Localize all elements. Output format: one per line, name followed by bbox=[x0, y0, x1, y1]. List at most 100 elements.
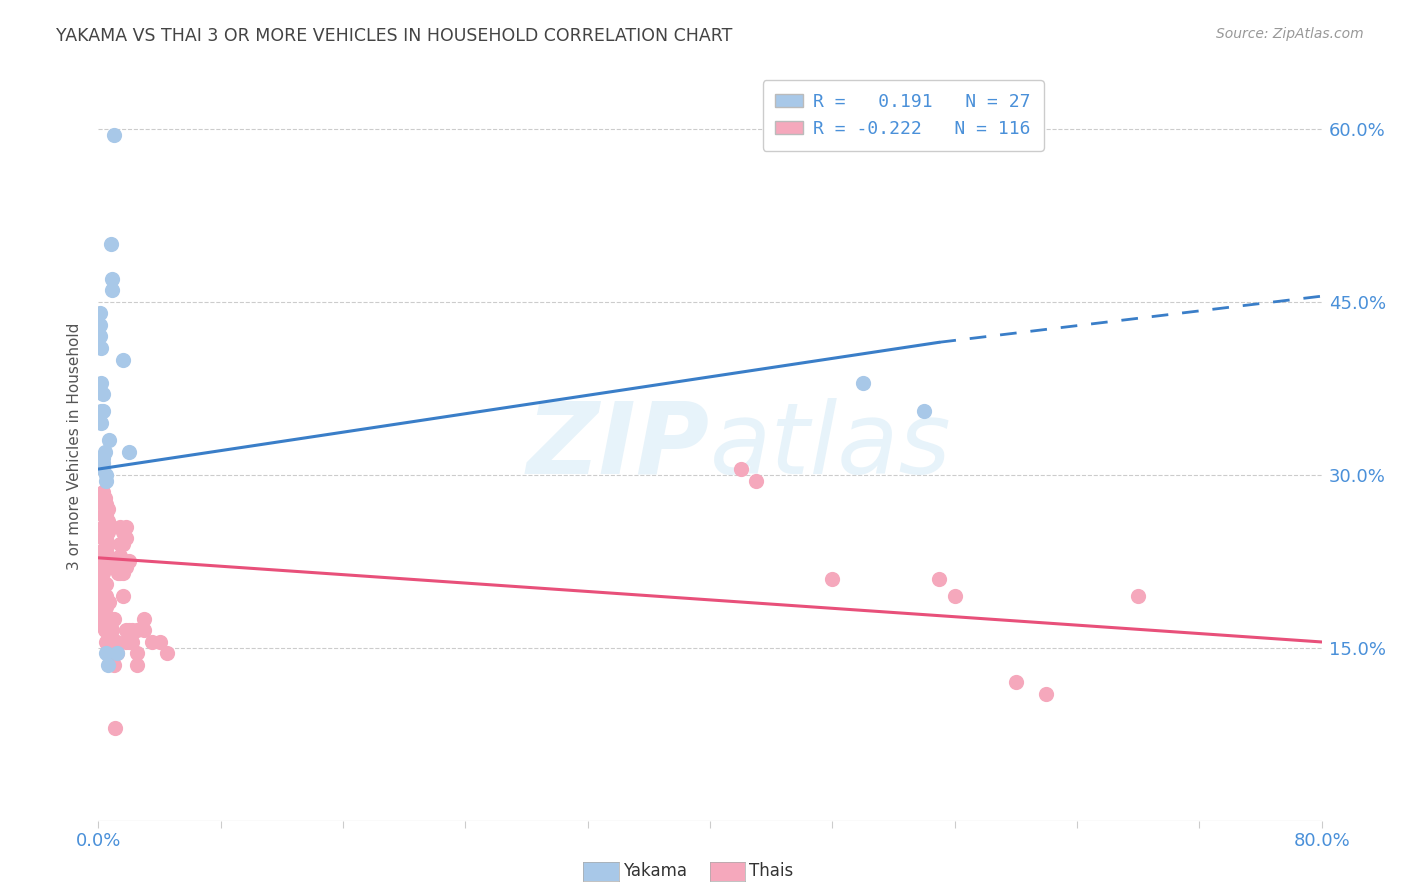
Point bbox=[115, 624, 138, 638]
Point bbox=[89, 318, 111, 332]
Point bbox=[89, 583, 111, 598]
Point bbox=[91, 404, 114, 418]
Point bbox=[93, 519, 115, 533]
Point bbox=[90, 404, 112, 418]
Point bbox=[118, 635, 141, 649]
Point bbox=[156, 647, 179, 661]
Point bbox=[94, 635, 117, 649]
Point bbox=[94, 474, 117, 488]
Point bbox=[94, 519, 117, 533]
Point bbox=[89, 566, 111, 580]
Point bbox=[91, 387, 114, 401]
Point bbox=[101, 284, 124, 298]
Point bbox=[90, 566, 112, 580]
Point bbox=[90, 589, 112, 603]
Text: Yakama: Yakama bbox=[623, 863, 688, 880]
Point bbox=[100, 237, 122, 252]
Point bbox=[111, 589, 134, 603]
Point bbox=[134, 612, 156, 626]
Point bbox=[93, 531, 115, 545]
Text: YAKAMA VS THAI 3 OR MORE VEHICLES IN HOUSEHOLD CORRELATION CHART: YAKAMA VS THAI 3 OR MORE VEHICLES IN HOU… bbox=[56, 27, 733, 45]
Point bbox=[89, 612, 111, 626]
Point bbox=[103, 647, 125, 661]
Point bbox=[91, 589, 114, 603]
Point bbox=[93, 600, 115, 615]
Point bbox=[105, 647, 128, 661]
Point bbox=[125, 647, 148, 661]
Point bbox=[89, 589, 111, 603]
Point bbox=[101, 272, 124, 286]
Point bbox=[91, 497, 114, 511]
Point bbox=[108, 566, 131, 580]
Point bbox=[94, 560, 117, 574]
Point bbox=[730, 462, 752, 476]
Point bbox=[93, 577, 115, 591]
Point bbox=[90, 376, 112, 390]
Point bbox=[111, 352, 134, 367]
Point bbox=[103, 612, 125, 626]
Point bbox=[89, 329, 111, 343]
Point bbox=[89, 606, 111, 620]
Point bbox=[852, 376, 875, 390]
Point bbox=[97, 647, 120, 661]
Point bbox=[821, 572, 844, 586]
Point bbox=[97, 658, 120, 673]
Point bbox=[89, 594, 111, 608]
Point bbox=[91, 554, 114, 568]
Point bbox=[90, 416, 112, 430]
Point bbox=[928, 572, 950, 586]
Point bbox=[115, 635, 138, 649]
Point bbox=[118, 624, 141, 638]
Point bbox=[93, 491, 115, 505]
Point bbox=[111, 560, 134, 574]
Point bbox=[121, 624, 143, 638]
Point bbox=[94, 497, 117, 511]
Point bbox=[91, 542, 114, 557]
Point bbox=[91, 508, 114, 523]
Point bbox=[111, 537, 134, 551]
Point bbox=[149, 635, 172, 649]
Point bbox=[912, 404, 935, 418]
Point bbox=[111, 525, 134, 540]
Legend: R =   0.191   N = 27, R = -0.222   N = 116: R = 0.191 N = 27, R = -0.222 N = 116 bbox=[763, 80, 1043, 151]
Point bbox=[103, 128, 125, 142]
Point bbox=[125, 658, 148, 673]
Point bbox=[93, 589, 115, 603]
Point bbox=[108, 537, 131, 551]
Point bbox=[111, 554, 134, 568]
Point bbox=[141, 635, 163, 649]
Point bbox=[98, 594, 121, 608]
Point bbox=[97, 502, 120, 516]
Point bbox=[111, 566, 134, 580]
Point bbox=[107, 566, 129, 580]
Point bbox=[115, 531, 138, 545]
Point bbox=[108, 549, 131, 563]
Point bbox=[91, 485, 114, 500]
Point bbox=[91, 566, 114, 580]
Point bbox=[98, 434, 121, 448]
Point bbox=[94, 577, 117, 591]
Point bbox=[91, 450, 114, 465]
Point bbox=[90, 572, 112, 586]
Point bbox=[1035, 687, 1057, 701]
Point bbox=[115, 560, 138, 574]
Point bbox=[94, 589, 117, 603]
Point bbox=[100, 624, 122, 638]
Point bbox=[97, 635, 120, 649]
Point bbox=[101, 624, 124, 638]
Point bbox=[89, 572, 111, 586]
Point bbox=[90, 554, 112, 568]
Point bbox=[104, 722, 127, 736]
Point bbox=[118, 444, 141, 458]
Text: Source: ZipAtlas.com: Source: ZipAtlas.com bbox=[1216, 27, 1364, 41]
Point bbox=[91, 462, 114, 476]
Point bbox=[105, 647, 128, 661]
Point bbox=[97, 514, 120, 528]
Point bbox=[94, 508, 117, 523]
Point bbox=[98, 624, 121, 638]
Point bbox=[100, 554, 122, 568]
Point bbox=[90, 612, 112, 626]
Point bbox=[97, 612, 120, 626]
Point bbox=[90, 600, 112, 615]
Point bbox=[97, 537, 120, 551]
